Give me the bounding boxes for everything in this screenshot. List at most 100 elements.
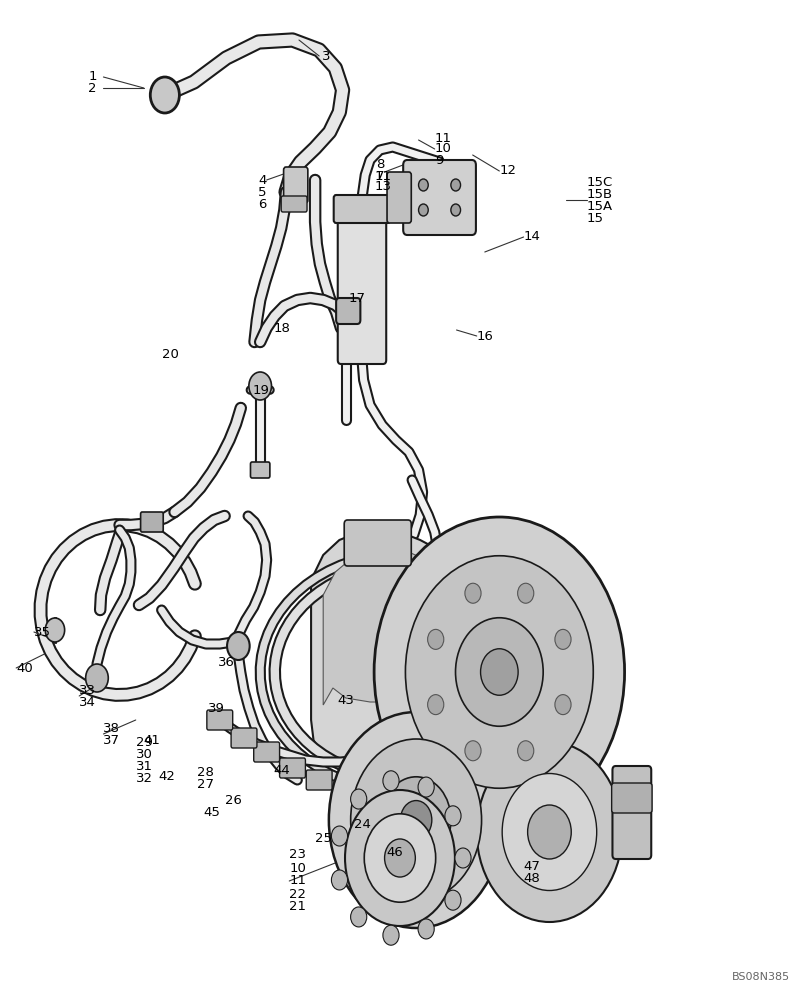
FancyBboxPatch shape [284, 167, 308, 203]
FancyBboxPatch shape [280, 758, 305, 778]
Text: 41: 41 [144, 734, 161, 746]
Text: 1: 1 [88, 70, 97, 84]
Text: 35: 35 [34, 626, 51, 639]
Circle shape [419, 204, 428, 216]
FancyBboxPatch shape [403, 160, 476, 235]
Circle shape [419, 179, 428, 191]
FancyBboxPatch shape [207, 710, 233, 730]
Circle shape [383, 925, 399, 945]
Circle shape [555, 629, 571, 649]
Text: 15A: 15A [587, 200, 612, 213]
Text: BS08N385: BS08N385 [732, 972, 790, 982]
Text: 10: 10 [289, 861, 306, 874]
Circle shape [465, 583, 481, 603]
Circle shape [227, 632, 250, 660]
Circle shape [45, 618, 65, 642]
Circle shape [249, 372, 271, 400]
Text: 43: 43 [338, 694, 355, 706]
Circle shape [150, 77, 179, 113]
FancyBboxPatch shape [612, 783, 652, 813]
Text: 6: 6 [259, 198, 267, 211]
Circle shape [406, 556, 593, 788]
Text: 40: 40 [16, 662, 33, 674]
Text: 24: 24 [354, 818, 371, 830]
Circle shape [329, 712, 503, 928]
Circle shape [351, 739, 482, 901]
FancyBboxPatch shape [344, 520, 411, 566]
Text: 11: 11 [374, 169, 391, 182]
Text: 28: 28 [197, 766, 214, 778]
Circle shape [451, 179, 461, 191]
Circle shape [418, 777, 434, 797]
Text: 48: 48 [524, 871, 541, 884]
Text: 11: 11 [435, 131, 452, 144]
Circle shape [455, 848, 471, 868]
Text: 32: 32 [136, 772, 153, 784]
Text: 47: 47 [524, 859, 541, 872]
Text: 46: 46 [386, 846, 402, 858]
Text: 31: 31 [136, 760, 153, 772]
Circle shape [345, 790, 455, 926]
Circle shape [555, 695, 571, 715]
Text: 25: 25 [315, 832, 332, 844]
FancyBboxPatch shape [141, 512, 163, 532]
Text: 45: 45 [204, 806, 221, 818]
Text: 23: 23 [289, 848, 306, 861]
Text: 26: 26 [225, 794, 242, 806]
Text: 8: 8 [377, 158, 385, 172]
Circle shape [528, 805, 571, 859]
Text: 42: 42 [158, 770, 175, 782]
Circle shape [351, 789, 367, 809]
Circle shape [481, 649, 518, 695]
Circle shape [383, 771, 399, 791]
Text: 12: 12 [499, 164, 516, 178]
Text: 15B: 15B [587, 188, 612, 200]
Circle shape [351, 907, 367, 927]
Circle shape [456, 618, 543, 726]
FancyBboxPatch shape [306, 770, 332, 790]
Text: 5: 5 [258, 186, 267, 198]
Text: 9: 9 [435, 153, 443, 166]
Text: 2: 2 [88, 82, 97, 95]
Circle shape [401, 801, 431, 839]
Text: 19: 19 [252, 383, 269, 396]
Text: 39: 39 [208, 702, 225, 714]
Polygon shape [323, 548, 469, 705]
Circle shape [427, 695, 444, 715]
Text: 11: 11 [289, 874, 306, 888]
Text: 36: 36 [218, 656, 235, 668]
Circle shape [364, 814, 436, 902]
Circle shape [445, 806, 461, 826]
Text: 38: 38 [103, 722, 120, 734]
Text: 14: 14 [524, 231, 541, 243]
Circle shape [477, 742, 622, 922]
Circle shape [331, 870, 347, 890]
Text: 3: 3 [322, 49, 330, 62]
Circle shape [518, 741, 534, 761]
Text: 17: 17 [349, 292, 366, 306]
FancyBboxPatch shape [387, 172, 411, 223]
FancyBboxPatch shape [338, 211, 386, 364]
FancyBboxPatch shape [254, 742, 280, 762]
Circle shape [518, 583, 534, 603]
Circle shape [445, 890, 461, 910]
Circle shape [381, 777, 451, 863]
FancyBboxPatch shape [336, 298, 360, 324]
Circle shape [503, 774, 597, 890]
Text: 10: 10 [435, 142, 452, 155]
Text: 18: 18 [273, 322, 290, 334]
Text: 34: 34 [79, 696, 96, 708]
Text: 27: 27 [197, 778, 214, 792]
Text: 37: 37 [103, 734, 120, 746]
Text: 44: 44 [273, 764, 290, 776]
Text: 4: 4 [259, 174, 267, 186]
Circle shape [374, 517, 625, 827]
Circle shape [385, 839, 415, 877]
Circle shape [451, 204, 461, 216]
FancyBboxPatch shape [281, 196, 307, 212]
Circle shape [465, 741, 481, 761]
Text: 21: 21 [289, 900, 306, 914]
Text: 7: 7 [376, 169, 385, 182]
FancyBboxPatch shape [231, 728, 257, 748]
Text: 13: 13 [374, 180, 391, 194]
